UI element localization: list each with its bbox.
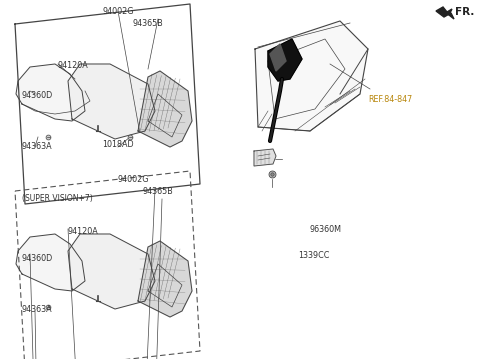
Ellipse shape <box>52 247 88 275</box>
Text: 1339CC: 1339CC <box>298 251 329 260</box>
Text: 94360D: 94360D <box>22 254 53 263</box>
Text: 94002G: 94002G <box>117 175 149 184</box>
Text: 1018AD: 1018AD <box>102 140 134 149</box>
Polygon shape <box>255 21 368 131</box>
Polygon shape <box>254 149 276 166</box>
Polygon shape <box>16 64 85 121</box>
Text: 96360M: 96360M <box>310 224 342 233</box>
Ellipse shape <box>52 77 88 105</box>
Polygon shape <box>138 71 192 147</box>
Text: 94365B: 94365B <box>132 19 163 28</box>
Ellipse shape <box>27 77 63 105</box>
Polygon shape <box>268 39 302 81</box>
Polygon shape <box>68 234 155 309</box>
Ellipse shape <box>27 247 63 275</box>
Ellipse shape <box>78 80 118 112</box>
Polygon shape <box>138 241 192 317</box>
Polygon shape <box>16 234 85 291</box>
Text: 94120A: 94120A <box>58 61 89 70</box>
Text: 94365B: 94365B <box>143 187 173 196</box>
Text: 94363A: 94363A <box>22 305 53 314</box>
Polygon shape <box>270 44 286 71</box>
Text: 94363A: 94363A <box>22 142 53 151</box>
Polygon shape <box>436 7 454 19</box>
Polygon shape <box>68 64 155 139</box>
Text: (SUPER VISION+7): (SUPER VISION+7) <box>22 194 93 203</box>
Text: 94002G: 94002G <box>102 7 134 16</box>
Text: FR.: FR. <box>455 7 474 17</box>
Text: 94120A: 94120A <box>68 227 99 236</box>
Ellipse shape <box>78 250 118 282</box>
Text: REF.84-847: REF.84-847 <box>368 94 412 103</box>
Ellipse shape <box>112 260 148 288</box>
Text: 94360D: 94360D <box>22 91 53 100</box>
Ellipse shape <box>112 90 148 118</box>
